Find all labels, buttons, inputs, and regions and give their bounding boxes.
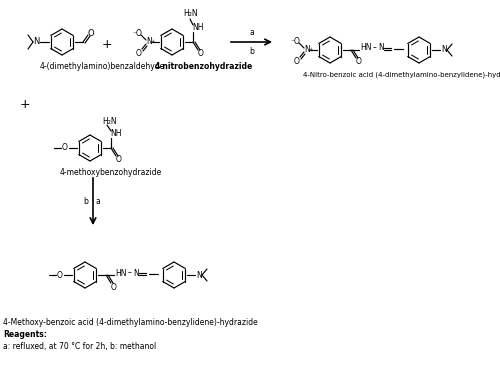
Text: N: N xyxy=(304,45,310,54)
Text: +: + xyxy=(308,47,312,52)
Text: O: O xyxy=(116,156,122,165)
Text: O: O xyxy=(294,57,300,66)
Text: ⁻O: ⁻O xyxy=(132,29,142,38)
Text: b: b xyxy=(83,197,88,206)
Text: O: O xyxy=(111,283,117,292)
Text: H₂N: H₂N xyxy=(184,9,198,18)
Text: Reagents:: Reagents: xyxy=(3,330,47,339)
Text: N: N xyxy=(133,269,139,278)
Text: O: O xyxy=(198,50,204,59)
Text: O: O xyxy=(57,271,63,280)
Text: NH: NH xyxy=(192,23,204,32)
Text: H₂N: H₂N xyxy=(102,117,118,126)
Text: 4-methoxybenzohydrazide: 4-methoxybenzohydrazide xyxy=(60,168,162,177)
Text: HN: HN xyxy=(360,43,372,52)
Text: +: + xyxy=(20,99,30,111)
Text: 4-Nitro-benzoic acid (4-dimethylamino-benzylidene)-hydrazide: 4-Nitro-benzoic acid (4-dimethylamino-be… xyxy=(303,72,500,79)
Text: 4-(dimethylamino)benzaldehyde: 4-(dimethylamino)benzaldehyde xyxy=(40,62,165,71)
Text: N: N xyxy=(146,38,152,47)
Text: a: a xyxy=(95,197,100,206)
Text: N: N xyxy=(33,38,39,47)
Text: O: O xyxy=(136,48,142,57)
Text: –: – xyxy=(373,43,377,52)
Text: a: refluxed, at 70 °C for 2h, b: methanol: a: refluxed, at 70 °C for 2h, b: methano… xyxy=(3,342,156,351)
Text: b: b xyxy=(249,47,254,56)
Text: 4-Methoxy-benzoic acid (4-dimethylamino-benzylidene)-hydrazide: 4-Methoxy-benzoic acid (4-dimethylamino-… xyxy=(3,318,258,327)
Text: N: N xyxy=(378,43,384,52)
Text: N: N xyxy=(196,271,202,280)
Text: 4-nitrobenzohydrazide: 4-nitrobenzohydrazide xyxy=(155,62,254,71)
Text: a: a xyxy=(249,28,254,37)
Text: ⁻O: ⁻O xyxy=(290,36,300,45)
Text: +: + xyxy=(102,38,112,50)
Text: +: + xyxy=(150,39,154,44)
Text: N: N xyxy=(441,45,447,54)
Text: –: – xyxy=(128,269,132,278)
Text: HN: HN xyxy=(115,269,127,278)
Text: O: O xyxy=(356,57,362,66)
Text: NH: NH xyxy=(110,129,122,138)
Text: O: O xyxy=(62,143,68,152)
Text: O: O xyxy=(88,29,94,38)
